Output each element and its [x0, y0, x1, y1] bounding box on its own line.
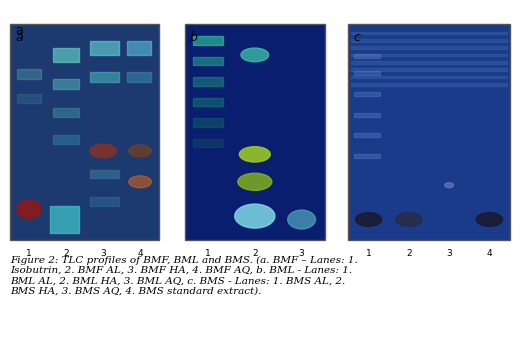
Text: a: a — [16, 24, 23, 37]
Bar — [127, 72, 151, 82]
Bar — [53, 108, 80, 117]
Bar — [354, 113, 380, 117]
Text: 4: 4 — [137, 249, 143, 258]
Bar — [192, 139, 224, 147]
Bar — [50, 206, 80, 233]
FancyBboxPatch shape — [10, 24, 159, 240]
Ellipse shape — [17, 200, 41, 219]
Bar — [351, 61, 507, 64]
Bar — [351, 46, 507, 49]
Text: 3: 3 — [446, 249, 452, 258]
Text: 1: 1 — [26, 249, 32, 258]
Bar — [53, 135, 80, 144]
Ellipse shape — [445, 182, 453, 188]
Ellipse shape — [239, 147, 270, 162]
Bar — [192, 77, 224, 86]
Bar — [354, 92, 380, 96]
Bar — [354, 154, 380, 158]
Bar — [53, 79, 80, 89]
Bar — [192, 57, 224, 65]
Text: c: c — [354, 31, 360, 44]
Bar — [17, 94, 41, 103]
Bar — [351, 76, 507, 79]
Bar — [192, 36, 224, 45]
Bar — [351, 39, 507, 42]
Text: 3: 3 — [100, 249, 106, 258]
Text: 2: 2 — [252, 249, 257, 258]
Bar — [17, 69, 41, 79]
FancyBboxPatch shape — [348, 24, 510, 240]
FancyBboxPatch shape — [185, 24, 325, 240]
Bar — [351, 68, 507, 71]
Text: b: b — [190, 31, 198, 44]
Bar — [89, 72, 119, 82]
Text: Figure 2: TLC profiles of BMF, BML and BMS. (a. BMF – Lanes: 1.
Isobutrin, 2. BM: Figure 2: TLC profiles of BMF, BML and B… — [10, 256, 358, 296]
Bar — [127, 41, 151, 55]
Bar — [351, 32, 507, 34]
Text: 1: 1 — [366, 249, 371, 258]
Ellipse shape — [238, 173, 272, 190]
Text: 4: 4 — [487, 249, 492, 258]
Bar — [53, 48, 80, 62]
Bar — [89, 170, 119, 178]
Text: a: a — [16, 31, 23, 44]
Text: 2: 2 — [63, 249, 69, 258]
Ellipse shape — [89, 144, 116, 158]
Ellipse shape — [129, 145, 151, 157]
Ellipse shape — [356, 213, 382, 226]
Bar — [351, 83, 507, 86]
Text: 2: 2 — [406, 249, 412, 258]
Ellipse shape — [241, 48, 269, 62]
Bar — [192, 98, 224, 106]
Text: 1: 1 — [205, 249, 211, 258]
Ellipse shape — [235, 204, 275, 228]
Ellipse shape — [129, 176, 151, 188]
Ellipse shape — [396, 213, 422, 226]
Bar — [354, 71, 380, 75]
Bar — [351, 54, 507, 56]
Bar — [192, 118, 224, 127]
Bar — [89, 197, 119, 206]
Ellipse shape — [288, 210, 316, 229]
Bar — [354, 54, 380, 58]
Ellipse shape — [476, 213, 502, 226]
Bar — [89, 41, 119, 55]
Bar — [354, 133, 380, 137]
Text: 3: 3 — [298, 249, 305, 258]
